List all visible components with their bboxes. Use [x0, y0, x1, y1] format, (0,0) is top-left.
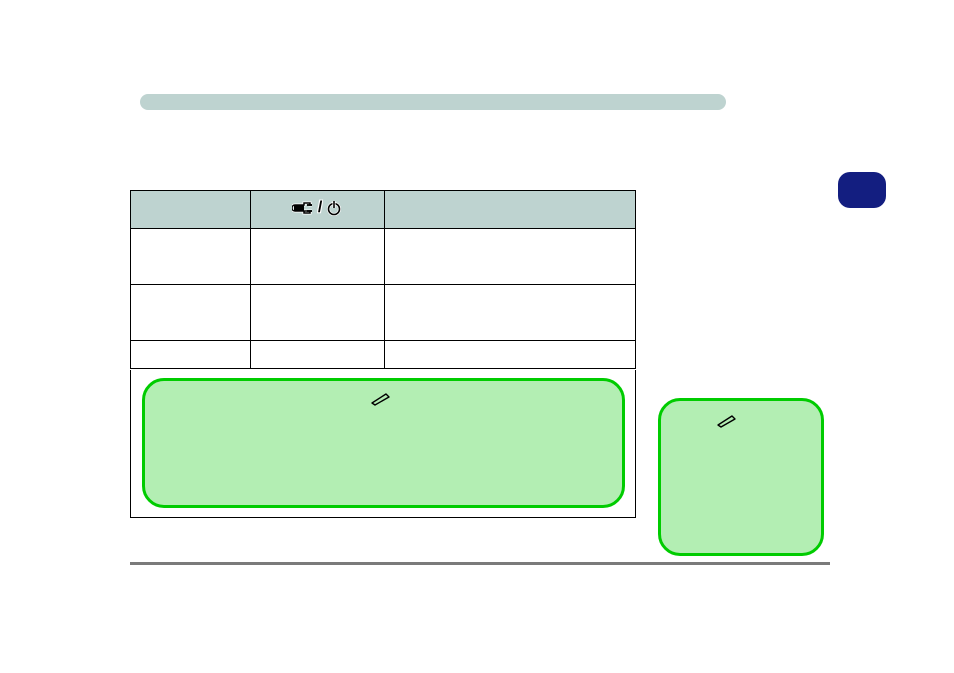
status-table: / — [130, 190, 636, 369]
table-cell — [131, 341, 251, 369]
table-row — [131, 229, 636, 285]
table-row — [131, 341, 636, 369]
table-cell — [250, 341, 384, 369]
table-header-1 — [131, 191, 251, 229]
power-icon — [326, 200, 342, 216]
side-tab-pill — [838, 172, 886, 208]
note-box-right — [658, 398, 824, 556]
table-row — [131, 285, 636, 341]
table-header-row: / — [131, 191, 636, 229]
table-cell — [384, 341, 635, 369]
table-header-3 — [384, 191, 635, 229]
footer-rule — [130, 562, 830, 565]
table-header-2: / — [250, 191, 384, 229]
table-cell — [384, 285, 635, 341]
slash-separator: / — [318, 199, 322, 217]
pen-icon — [370, 392, 392, 406]
plug-icon — [292, 200, 314, 216]
table-cell — [250, 285, 384, 341]
header-bar — [140, 94, 726, 110]
table-cell — [131, 285, 251, 341]
table-cell — [250, 229, 384, 285]
table-cell — [131, 229, 251, 285]
table-cell — [384, 229, 635, 285]
plug-power-icon: / — [292, 199, 342, 217]
pen-icon — [716, 414, 738, 428]
